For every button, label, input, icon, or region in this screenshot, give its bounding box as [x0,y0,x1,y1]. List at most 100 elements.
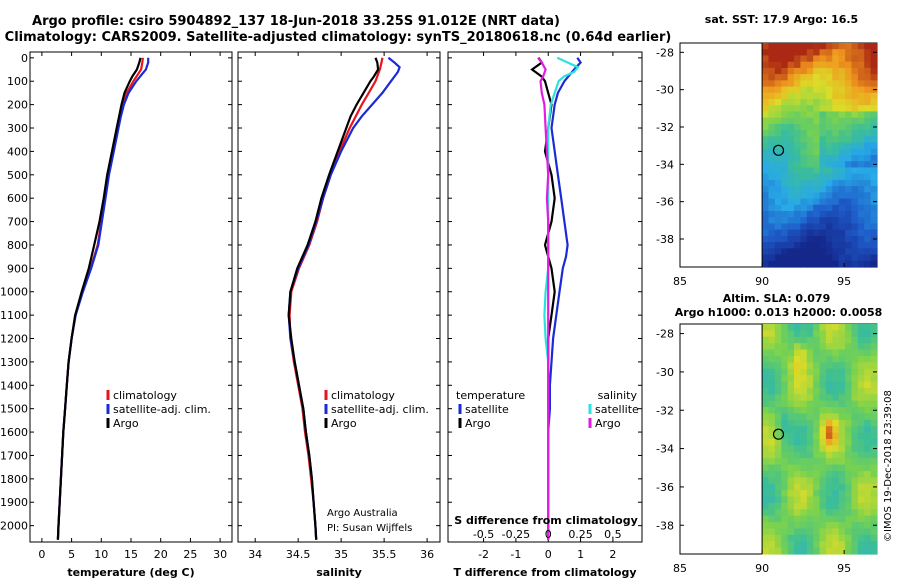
map-cell [781,426,789,434]
map-cell [851,413,859,421]
map-cell [768,368,776,376]
map-cell [838,490,846,498]
map-cell [825,439,833,446]
map-cell [781,515,789,523]
map-cell [794,477,801,485]
map-cell [768,49,776,57]
map-cell [787,186,795,193]
map-cell [838,534,846,542]
map-cell [838,179,846,187]
map-cell [832,192,840,200]
map-cell [845,67,853,75]
map-cell [845,439,853,446]
map-cell [768,142,776,150]
map-cell [806,439,814,446]
map-cell [762,223,770,231]
map-cell [838,496,846,504]
map-cell [825,547,833,555]
map-cell [806,490,814,498]
map-cell [787,99,795,106]
y-tick-label: 0 [21,52,28,65]
map-cell [787,105,795,113]
map-cell [825,67,833,75]
map-cell [787,336,795,344]
map-cell [768,173,776,181]
map-cell [838,394,846,402]
map-cell [813,223,821,231]
map-cell [825,355,833,363]
map-cell [774,43,782,50]
map-cell [819,355,827,363]
map-cell [864,534,872,542]
map-cell [794,173,801,181]
map-cell [819,148,827,156]
map-cell [832,515,840,523]
map-cell [819,330,827,338]
map-cell [800,142,808,150]
map-cell [762,509,770,517]
map-cell [825,470,833,478]
map-cell [838,130,846,137]
map-cell [762,173,770,181]
map-cell [787,92,795,100]
map-cell [762,324,770,331]
map-cell [864,155,872,162]
map-cell [774,217,782,225]
map-cell [806,458,814,466]
map-cell [806,522,814,530]
map-cell [825,362,833,370]
map-cell [800,49,808,57]
map-cell [806,74,814,81]
map-cell [832,439,840,446]
map-cell [813,155,821,162]
map-cell [781,413,789,421]
map-cell [870,541,878,549]
map-cell [800,426,808,434]
map-cell [832,155,840,162]
map-cell [800,522,808,530]
map-cell [774,61,782,69]
map-cell [870,130,878,137]
map-cell [768,167,776,175]
map-cell [800,362,808,370]
map-cell [819,439,827,446]
map-cell [825,336,833,344]
map-cell [851,229,859,237]
map-cell [806,111,814,119]
map-cell [864,419,872,427]
map-cell [781,148,789,156]
map-cell [800,198,808,206]
map-cell [825,186,833,193]
map-cell [838,477,846,485]
map-cell [762,161,770,169]
map-cell [864,541,872,549]
map-cell [787,324,795,331]
x-tick-label: 15 [124,548,138,561]
map-cell [851,349,859,357]
map-cell [787,394,795,402]
map-cell [832,105,840,113]
map-cell [851,375,859,383]
map-cell [762,464,770,472]
map-cell [857,49,865,57]
map-cell [832,211,840,218]
map-cell [774,235,782,243]
map-cell [819,192,827,200]
map-cell [781,186,789,193]
map-cell [819,445,827,453]
s-tick-label: -0.25 [502,528,530,541]
map-cell [768,324,776,331]
map-cell [864,375,872,383]
map-cell [787,211,795,218]
map-cell [768,458,776,466]
map-cell [813,349,821,357]
map-cell [857,439,865,446]
map-cell [838,439,846,446]
map-cell [864,490,872,498]
y-tick-label: 1100 [0,309,28,322]
map-cell [800,211,808,218]
map-cell [813,470,821,478]
map-cell [864,528,872,536]
map-cell [774,179,782,187]
map-cell [787,368,795,376]
